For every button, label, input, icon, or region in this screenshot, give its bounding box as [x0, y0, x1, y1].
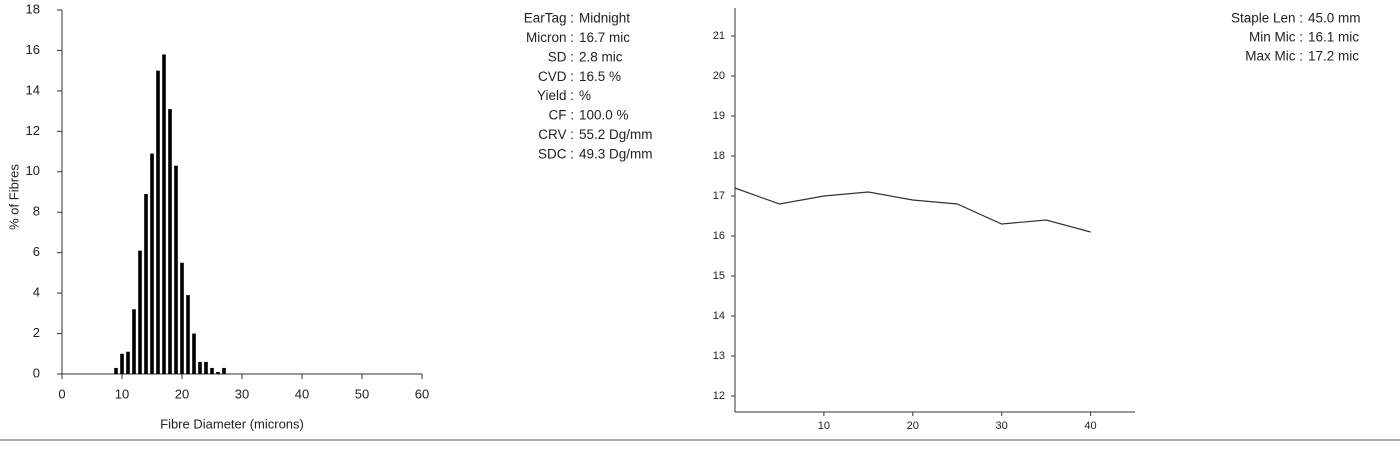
- stat-label: Micron :: [526, 30, 574, 45]
- y-tick-label: 2: [33, 325, 40, 340]
- bar: [198, 361, 202, 374]
- stat-value: 100.0 %: [579, 108, 629, 123]
- y-tick-label: 16: [713, 230, 725, 242]
- bar: [138, 250, 142, 374]
- stat-label: Min Mic :: [1249, 30, 1303, 45]
- x-tick-label: 40: [295, 386, 309, 401]
- bar: [216, 371, 220, 374]
- bar: [126, 351, 130, 374]
- bar: [114, 367, 118, 374]
- y-tick-label: 8: [33, 204, 40, 219]
- y-tick-label: 13: [713, 350, 725, 362]
- stat-value: 16.7 mic: [579, 30, 630, 45]
- y-tick-label: 14: [713, 310, 725, 322]
- y-tick-label: 16: [26, 42, 40, 57]
- bar: [210, 367, 214, 374]
- bar: [150, 153, 154, 374]
- stat-label: CVD :: [538, 69, 574, 84]
- bar: [162, 54, 166, 374]
- stat-value: 16.1 mic: [1308, 30, 1359, 45]
- y-tick-label: 0: [33, 365, 40, 380]
- stat-value: 2.8 mic: [579, 49, 623, 64]
- bar: [180, 262, 184, 374]
- x-tick-label: 20: [175, 386, 189, 401]
- stat-value: 45.0 mm: [1308, 11, 1361, 26]
- x-tick-label: 30: [235, 386, 249, 401]
- y-tick-label: 19: [713, 110, 725, 122]
- y-tick-label: 10: [26, 163, 40, 178]
- stat-value: 16.5 %: [579, 69, 621, 84]
- y-axis-label: % of Fibres: [6, 164, 21, 230]
- x-tick-label: 0: [58, 386, 65, 401]
- stat-label: CF :: [549, 108, 575, 123]
- bar: [120, 353, 124, 374]
- stat-value: 17.2 mic: [1308, 49, 1359, 64]
- y-tick-label: 20: [713, 70, 725, 82]
- y-tick-label: 21: [713, 30, 725, 42]
- y-tick-label: 4: [33, 285, 40, 300]
- stat-label: SD :: [548, 49, 574, 64]
- y-tick-label: 18: [26, 1, 40, 16]
- y-tick-label: 12: [713, 390, 725, 402]
- bar: [132, 309, 136, 374]
- bar: [222, 367, 226, 374]
- x-tick-label: 20: [907, 420, 919, 432]
- x-tick-label: 50: [355, 386, 369, 401]
- bar: [168, 109, 172, 374]
- profile-line: [734, 187, 1091, 233]
- y-tick-label: 14: [26, 82, 40, 97]
- x-tick-label: 10: [818, 420, 830, 432]
- y-tick-label: 15: [713, 270, 725, 282]
- stat-label: Max Mic :: [1245, 49, 1303, 64]
- stat-label: Staple Len :: [1231, 11, 1303, 26]
- x-axis-label: Fibre Diameter (microns): [160, 416, 304, 431]
- x-tick-label: 40: [1084, 420, 1096, 432]
- y-tick-label: 17: [713, 190, 725, 202]
- bar: [174, 165, 178, 374]
- y-tick-label: 12: [26, 123, 40, 138]
- bar: [192, 333, 196, 374]
- bar: [186, 295, 190, 374]
- stat-value: 49.3 Dg/mm: [579, 146, 653, 161]
- x-tick-label: 30: [996, 420, 1008, 432]
- y-tick-label: 6: [33, 244, 40, 259]
- x-tick-label: 60: [415, 386, 429, 401]
- x-tick-label: 10: [115, 386, 129, 401]
- y-tick-label: 18: [713, 150, 725, 162]
- stat-label: SDC :: [538, 146, 574, 161]
- bar: [204, 361, 208, 374]
- stat-label: EarTag :: [524, 11, 574, 26]
- bar: [156, 70, 160, 375]
- stat-label: CRV :: [538, 127, 574, 142]
- stat-value: Midnight: [579, 11, 630, 26]
- stat-value: 55.2 Dg/mm: [579, 127, 653, 142]
- stat-value: %: [579, 88, 591, 103]
- bar: [144, 194, 148, 374]
- stat-label: Yield :: [537, 88, 574, 103]
